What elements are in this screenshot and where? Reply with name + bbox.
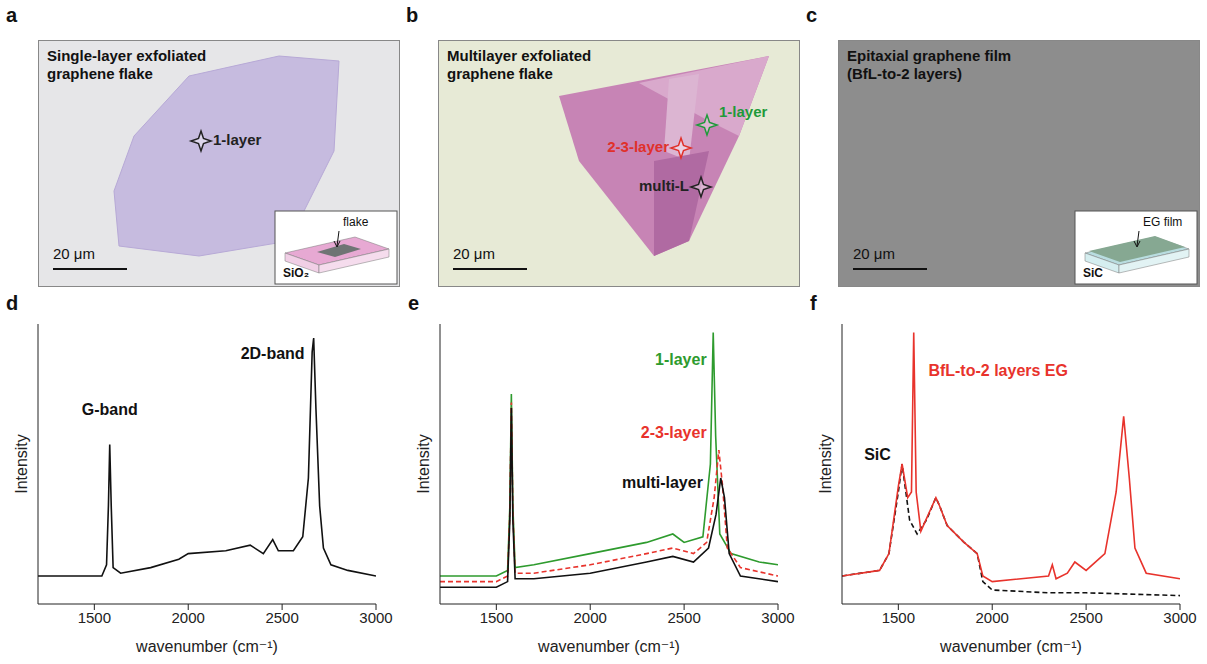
- svg-text:2000: 2000: [574, 609, 607, 626]
- html-text:1-layer: 1-layer: [213, 131, 262, 148]
- html-text:20 μm: 20 μm: [853, 245, 895, 262]
- svg-text:1500: 1500: [480, 609, 513, 626]
- html-text:1-layer: 1-layer: [719, 103, 768, 120]
- html-text:SiO₂: SiO₂: [283, 266, 309, 280]
- svg-text:1500: 1500: [78, 609, 111, 626]
- html-text:20 μm: 20 μm: [453, 245, 495, 262]
- svg-text:wavenumber (cm⁻¹): wavenumber (cm⁻¹): [135, 638, 278, 655]
- svg-text:3000: 3000: [359, 609, 392, 626]
- svg-text:1500: 1500: [882, 609, 915, 626]
- svg-text:2500: 2500: [265, 609, 298, 626]
- html-text:flake: flake: [343, 215, 369, 229]
- html-text:2-3-layer: 2-3-layer: [607, 138, 669, 155]
- html-text:Epitaxial graphene film (BfL-t: Epitaxial graphene film (BfL-to-2 layers…: [847, 47, 1012, 82]
- html-text:EG film: EG film: [1143, 215, 1183, 229]
- html-text:Single-layer exfoliated graphe: Single-layer exfoliated graphene flake: [47, 47, 207, 82]
- html-text:multi-layer: multi-layer: [622, 474, 703, 491]
- html-text:2-3-layer: 2-3-layer: [640, 423, 707, 441]
- svg-text:Intensity: Intensity: [13, 434, 30, 494]
- html-text:f: f: [810, 292, 817, 314]
- html-text:multi-L: multi-L: [639, 177, 689, 194]
- html-text:Multilayer exfoliated graphene: Multilayer exfoliated graphene flake: [447, 47, 592, 82]
- svg-text:wavenumber (cm⁻¹): wavenumber (cm⁻¹): [537, 638, 680, 655]
- html-text:e: e: [408, 292, 420, 314]
- html-text:20 μm: 20 μm: [53, 245, 95, 262]
- html-text:G-band: G-band: [81, 401, 138, 419]
- svg-text:2000: 2000: [172, 609, 205, 626]
- html-text:d: d: [6, 292, 19, 314]
- html-text:c: c: [806, 4, 818, 26]
- html-text:BfL-to-2 layers EG: BfL-to-2 layers EG: [928, 362, 1068, 379]
- html-text:SiC: SiC: [864, 446, 891, 463]
- html-text:1-layer: 1-layer: [655, 350, 707, 368]
- svg-text:Intensity: Intensity: [415, 434, 432, 494]
- html-text:SiC: SiC: [1083, 266, 1103, 280]
- svg-text:3000: 3000: [1163, 609, 1196, 626]
- svg-text:Intensity: Intensity: [817, 434, 834, 494]
- html-text:2D-band: 2D-band: [240, 345, 305, 363]
- html-text:b: b: [406, 4, 419, 26]
- svg-text:2000: 2000: [976, 609, 1009, 626]
- svg-text:2500: 2500: [667, 609, 700, 626]
- svg-text:wavenumber (cm⁻¹): wavenumber (cm⁻¹): [939, 638, 1082, 655]
- svg-text:2500: 2500: [1069, 609, 1102, 626]
- html-text:a: a: [6, 4, 18, 26]
- svg-text:3000: 3000: [761, 609, 794, 626]
